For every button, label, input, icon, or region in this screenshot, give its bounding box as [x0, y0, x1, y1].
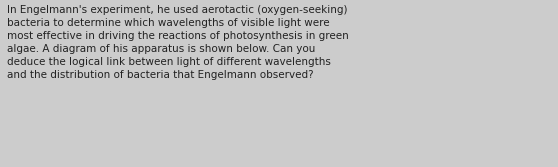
Text: In Engelmann's experiment, he used aerotactic (oxygen-seeking)
bacteria to deter: In Engelmann's experiment, he used aerot…: [7, 5, 348, 80]
